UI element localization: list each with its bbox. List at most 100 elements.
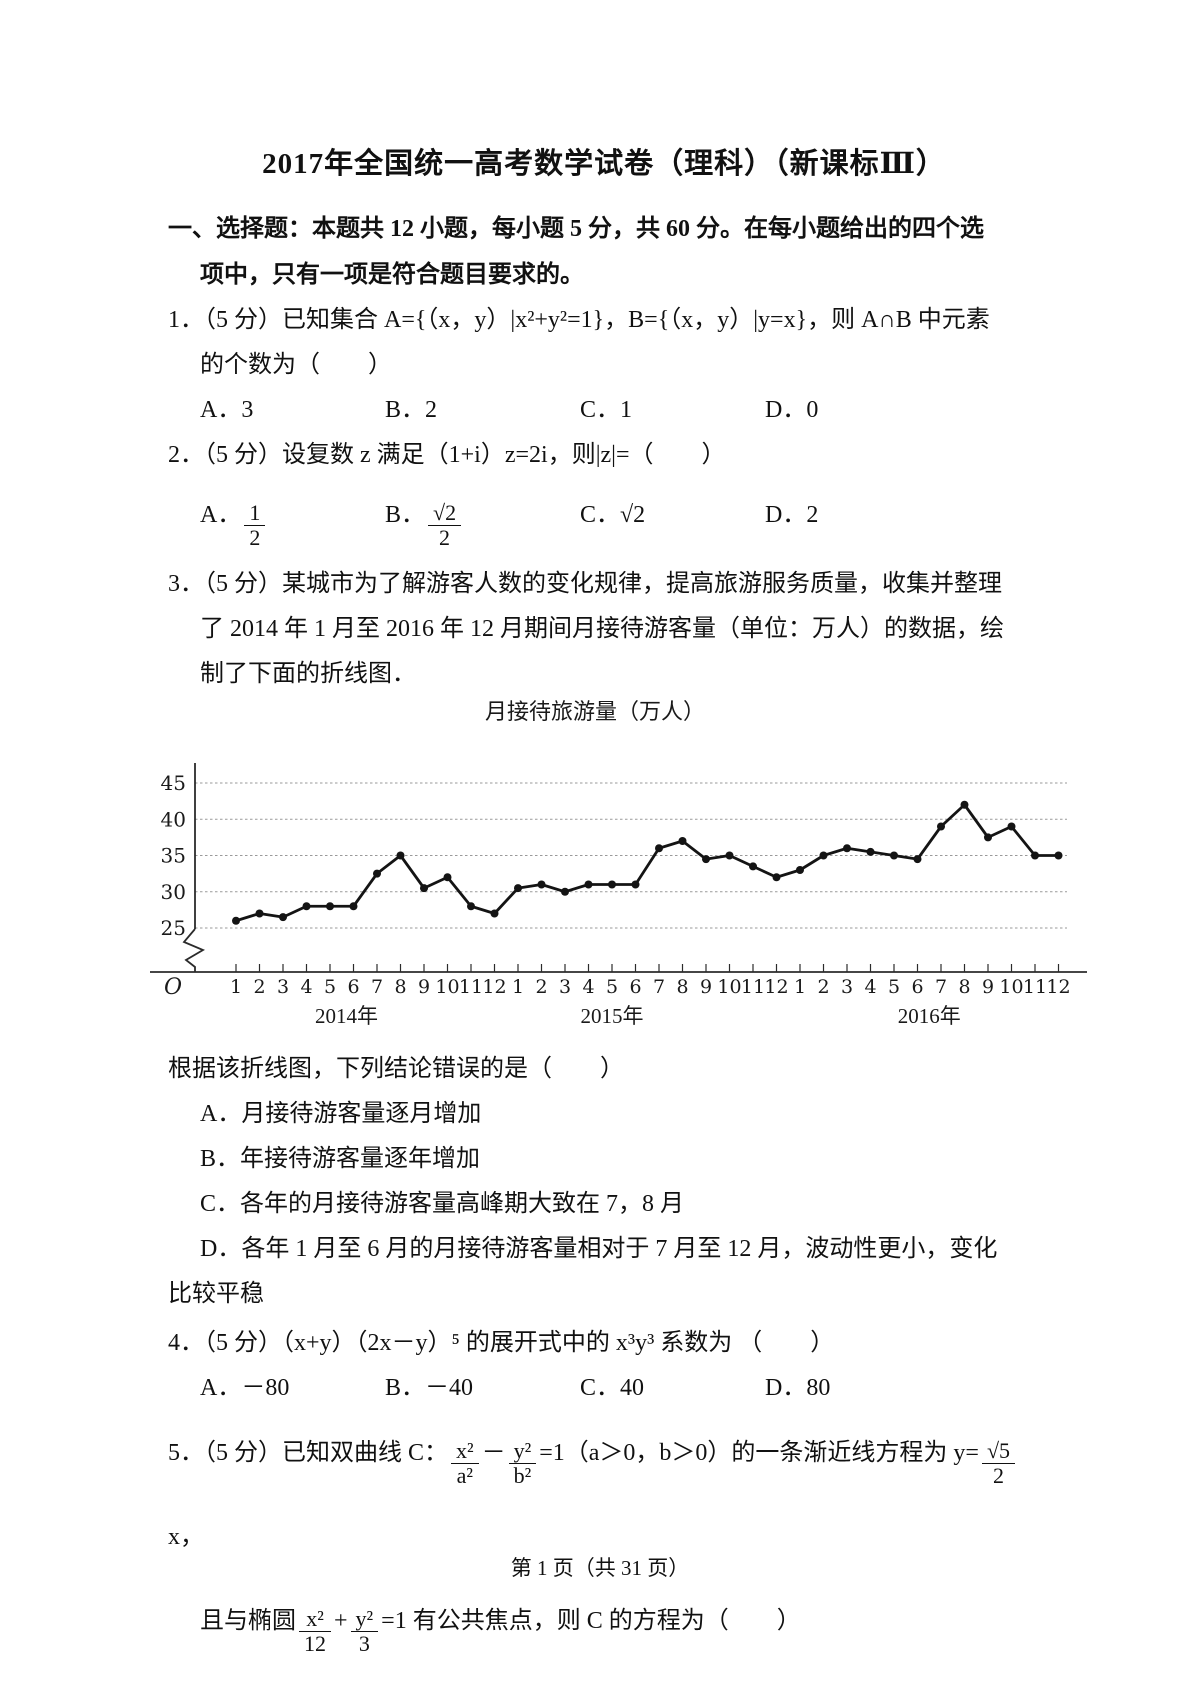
fraction: x² a² [451,1439,479,1488]
svg-text:4: 4 [864,976,876,998]
q3-option-c: C．各年的月接待游客量高峰期大致在 7，8 月 [200,1190,685,1217]
q1-option-b: B．2 [385,397,438,423]
svg-text:12: 12 [764,976,788,998]
q1-stem-line1: 1．（5 分）已知集合 A={（x，y）|x²+y²=1}，B={（x，y）|y… [168,307,990,333]
page-title: 2017年全国统一高考数学试卷（理科）（新课标Ⅲ） [262,148,946,180]
fraction-numerator: 1 [244,501,266,527]
svg-text:3: 3 [559,976,571,998]
page-number-footer: 第 1 页（共 31 页） [510,1556,690,1580]
svg-text:2016年: 2016年 [898,1004,961,1028]
q2-option-b-label: B． [385,502,426,528]
q5-stem-line1: 5．（5 分）已知双曲线 C： x² a² － y² b² =1（a＞0，b＞0）的一条渐近… [168,1411,1040,1579]
q3-stem-line2: 了 2014 年 1 月至 2016 年 12 月期间月接待游客量（单位：万人）… [200,615,1004,642]
q2-options: A． 1 2 B． √2 2 C．√2 D．2 [168,484,1040,550]
tourist-line-chart-figure: 45 40 35 30 25 1 2 3 4 5 6 7 8 9 10 11 12 1 2 3 4 5 6 7 8 9 10 11 12… [140,697,1100,1047]
q5-stem-line2: 且与椭圆 x² 12 + y² 3 =1 有公共焦点，则 C 的方程为（ ） [168,1579,1040,1663]
svg-text:35: 35 [161,843,186,867]
q1-stem-line2: 的个数为（ ） [200,352,392,378]
svg-text:5: 5 [606,976,618,998]
fraction-numerator: x² [299,1607,331,1632]
svg-text:7: 7 [935,976,947,998]
fraction-numerator: x² [451,1439,479,1464]
q3-option-d-line1: D．各年 1 月至 6 月的月接待游客量相对于 7 月至 12 月，波动性更小，… [200,1235,998,1262]
svg-text:2015年: 2015年 [581,1004,644,1028]
q2-option-a-label: A． [200,502,242,528]
question-4: 4．（5 分）（x+y）（2x－y）⁵ 的展开式中的 x³y³ 系数为 （ ） … [168,1321,1040,1411]
q1-option-d: D．0 [765,397,819,423]
q3-stem-line1: 3．（5 分）某城市为了解游客人数的变化规律，提高旅游服务质量，收集并整理 [168,570,1002,597]
svg-text:1: 1 [794,976,806,998]
svg-text:8: 8 [394,976,406,998]
svg-text:6: 6 [629,976,641,998]
svg-text:6: 6 [911,976,923,998]
q3-option-b: B．年接待游客量逐年增加 [200,1145,481,1172]
svg-text:4: 4 [300,976,312,998]
svg-text:9: 9 [982,976,994,998]
fraction-denominator: 2 [439,525,451,551]
svg-text:1: 1 [512,976,524,998]
svg-text:45: 45 [161,771,186,795]
q5-text: =1（a＞0，b＞0）的一条渐近线方程为 y= [539,1439,979,1466]
question-5: 5．（5 分）已知双曲线 C： x² a² － y² b² =1（a＞0，b＞0）的一条渐近… [168,1411,1040,1663]
svg-text:11: 11 [741,976,765,998]
q5-text: =1 有公共焦点，则 C 的方程为（ ） [381,1607,801,1634]
q1-option-a: A．3 [200,397,254,423]
fraction-denominator: 2 [993,1462,1004,1488]
svg-text:2: 2 [253,976,265,998]
fraction: √2 2 [428,501,462,551]
svg-text:25: 25 [161,916,186,940]
svg-text:11: 11 [459,976,483,998]
q2-option-a: A． 1 2 [200,484,385,550]
svg-text:8: 8 [676,976,688,998]
fraction: y² 3 [350,1607,379,1656]
q4-options: A．－80 B．－40 C．40 D．80 [168,1366,1040,1411]
svg-text:9: 9 [418,976,430,998]
fraction-denominator: 2 [249,525,261,551]
question-3: 3．（5 分）某城市为了解游客人数的变化规律，提高旅游服务质量，收集并整理 了 … [150,562,1087,1317]
fraction-denominator: 3 [358,1630,370,1656]
q3-stem-line3: 制了下面的折线图． [200,660,416,687]
section-heading: 一、选择题：本题共 12 小题，每小题 5 分，共 60 分。在每小题给出的四个… [168,206,1040,298]
q4-stem: 4．（5 分）（x+y）（2x－y）⁵ 的展开式中的 x³y³ 系数为 （ ） [168,1329,835,1356]
fraction: y² b² [508,1439,537,1488]
fraction: √5 2 [981,1439,1016,1488]
svg-text:月接待旅游量（万人）: 月接待旅游量（万人） [485,699,705,724]
svg-text:8: 8 [958,976,970,998]
svg-text:3: 3 [277,976,289,998]
q2-option-b: B． √2 2 [385,484,580,550]
svg-text:11: 11 [1023,976,1047,998]
fraction-numerator: y² [350,1607,379,1632]
q3-option-d-line2: 比较平稳 [168,1280,264,1307]
page-content: 2017年全国统一高考数学试卷（理科）（新课标Ⅲ） 一、选择题：本题共 12 小… [150,148,1087,1663]
fraction-numerator: √2 [428,501,462,527]
svg-text:10: 10 [435,976,459,998]
q5-text: 且与椭圆 [200,1607,296,1634]
svg-text:2014年: 2014年 [315,1004,378,1028]
q4-option-d: D．80 [765,1374,831,1401]
fraction-denominator: 12 [304,1630,326,1656]
question-2: 2．（5 分）设复数 z 满足（1+i）z=2i，则|z|=（ ） A． 1 2 B… [168,433,1040,550]
svg-text:10: 10 [717,976,741,998]
q2-stem: 2．（5 分）设复数 z 满足（1+i）z=2i，则|z|=（ ） [168,442,726,468]
svg-text:1: 1 [230,976,242,998]
svg-text:7: 7 [653,976,665,998]
svg-text:12: 12 [1046,976,1070,998]
svg-text:6: 6 [347,976,359,998]
svg-text:3: 3 [841,976,853,998]
svg-text:10: 10 [999,976,1023,998]
q4-option-a: A．－80 [200,1374,290,1401]
svg-text:O: O [164,975,182,1000]
q3-option-a: A．月接待游客量逐月增加 [200,1100,482,1127]
q3-followup: 根据该折线图，下列结论错误的是（ ） [168,1055,624,1082]
question-1: 1．（5 分）已知集合 A={（x，y）|x²+y²=1}，B={（x，y）|y… [168,298,1040,433]
q1-options: A．3 B．2 C．1 D．0 [168,388,1040,433]
svg-text:5: 5 [888,976,900,998]
section-heading-line2: 项中，只有一项是符合题目要求的。 [200,262,584,288]
fraction-denominator: a² [456,1462,473,1488]
q5-text: 5．（5 分）已知双曲线 C： [168,1439,449,1466]
q4-option-c: C．40 [580,1374,645,1401]
q5-minus: － [481,1439,506,1466]
